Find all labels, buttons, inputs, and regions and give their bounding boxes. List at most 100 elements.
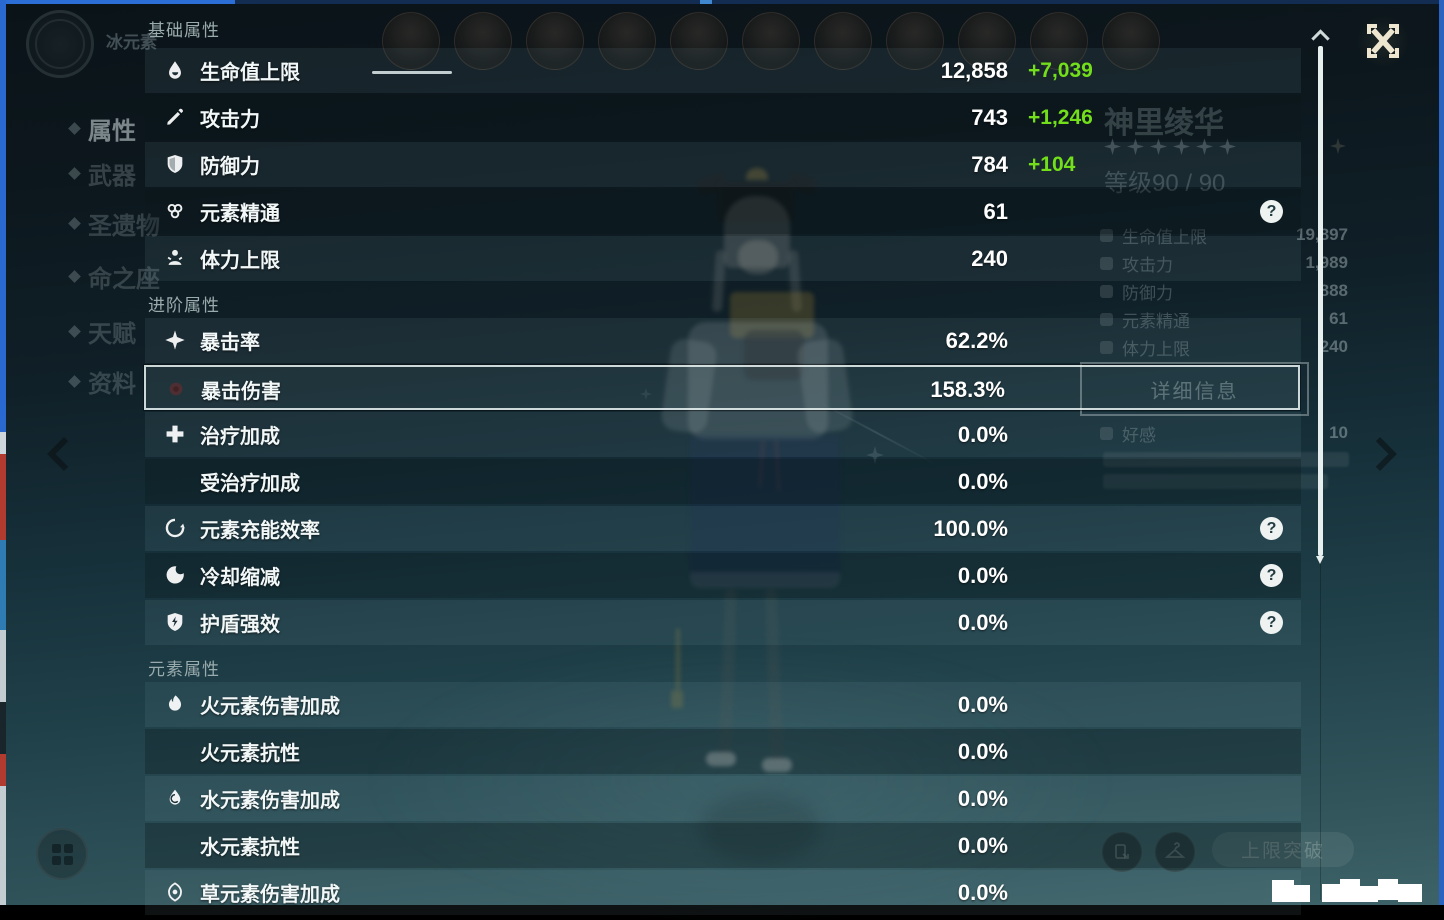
stat-row[interactable]: 冷却缩减 0.0%? bbox=[145, 553, 1301, 598]
figure-shoe-r bbox=[762, 758, 792, 772]
sidebar-item-4: 天赋 bbox=[68, 316, 136, 348]
stat-row[interactable]: 暴击率 62.2% bbox=[145, 318, 1301, 363]
stat-label: 火元素抗性 bbox=[200, 743, 300, 765]
stat-value: 743 bbox=[971, 104, 1008, 130]
stat-row[interactable]: 草元素伤害加成 0.0% bbox=[145, 870, 1301, 915]
stat-label: 元素充能效率 bbox=[200, 520, 320, 542]
stat-value: 0.0% bbox=[957, 879, 1008, 905]
figure-hang-tassel-tip bbox=[671, 690, 683, 708]
stat-value: 0.0% bbox=[957, 609, 1008, 635]
stat-bonus-value: +7,039 bbox=[1028, 58, 1093, 82]
help-icon[interactable]: ? bbox=[1260, 517, 1283, 540]
menu-grid-button bbox=[36, 828, 88, 880]
stat-label: 生命值上限 bbox=[200, 62, 300, 84]
diamond-bullet-icon bbox=[68, 374, 81, 388]
stat-label: 受治疗加成 bbox=[200, 473, 300, 495]
stat-row[interactable]: 暴击伤害 158.3% bbox=[144, 365, 1300, 410]
atk-sword-icon bbox=[164, 106, 186, 128]
element-label: 冰元素 bbox=[106, 33, 157, 52]
background-stat-label: 生命值上限 bbox=[1122, 227, 1207, 247]
stamina-icon bbox=[164, 247, 186, 269]
friendship-icon bbox=[1100, 426, 1113, 440]
stat-row[interactable]: 攻击力 743 +1,246 bbox=[145, 95, 1301, 140]
censor-block bbox=[1398, 884, 1422, 902]
figure-body bbox=[688, 322, 828, 440]
hydro-icon bbox=[164, 787, 186, 809]
scrollbar-thumb-tip bbox=[1316, 556, 1324, 564]
background-stat-value: 61 bbox=[1329, 309, 1348, 328]
hp-droplet-icon bbox=[164, 59, 186, 81]
sidebar-item-label: 命之座 bbox=[88, 265, 160, 293]
stat-row[interactable]: 元素充能效率 100.0%? bbox=[145, 506, 1301, 551]
figure-skirt-hem bbox=[690, 572, 840, 588]
diamond-bullet-icon bbox=[68, 216, 81, 230]
shield-strength-icon bbox=[164, 611, 186, 633]
character-avatar bbox=[670, 12, 728, 70]
stat-row[interactable]: 防御力 784 +104 bbox=[145, 142, 1301, 187]
attributes-overlay: 基础属性 生命值上限 12,858 +7,039 攻击力 743 +1,246 防御力 784 +… bbox=[144, 0, 1301, 915]
background-stat-label: 体力上限 bbox=[1122, 339, 1190, 359]
background-stat-row: 生命值上限19,897 bbox=[1100, 222, 1348, 248]
crit-dmg-icon bbox=[165, 378, 187, 400]
stat-bonus-value: +1,246 bbox=[1028, 105, 1093, 129]
stat-row[interactable]: 受治疗加成 0.0% bbox=[145, 459, 1301, 504]
stat-row[interactable]: 火元素伤害加成 0.0% bbox=[145, 682, 1301, 727]
stat-label: 暴击率 bbox=[200, 332, 260, 354]
stat-label: 防御力 bbox=[200, 156, 260, 178]
close-button[interactable] bbox=[1356, 15, 1410, 67]
stat-row[interactable]: 水元素伤害加成 0.0% bbox=[145, 776, 1301, 821]
figure-helmet-crest bbox=[746, 168, 768, 180]
window-edge-strip bbox=[0, 0, 235, 4]
character-name: 神里绫华 bbox=[1104, 107, 1224, 140]
prev-character-chevron-icon bbox=[47, 437, 81, 471]
sidebar-item-label: 天赋 bbox=[88, 320, 136, 348]
figure-hair bbox=[724, 196, 790, 268]
character-avatar bbox=[958, 12, 1016, 70]
scrollbar-thumb[interactable] bbox=[1318, 46, 1323, 556]
background-stat-row: 攻击力 1,989 bbox=[1100, 250, 1348, 276]
stat-row[interactable]: 护盾强效 0.0%? bbox=[145, 600, 1301, 645]
section-header: 元素属性 bbox=[148, 660, 220, 679]
stat-value: 62.2% bbox=[945, 327, 1008, 353]
figure-skirt bbox=[690, 436, 840, 586]
background-stat-value: 888 bbox=[1319, 281, 1348, 300]
character-avatar bbox=[814, 12, 872, 70]
censor-block bbox=[1340, 879, 1360, 902]
outfit-hanger-button bbox=[1155, 832, 1195, 872]
window-edge-strip bbox=[0, 0, 6, 432]
sidebar-item-0: 属性 bbox=[68, 113, 136, 145]
figure-reflection bbox=[700, 792, 820, 862]
character-level: 等级90 / 90 bbox=[1104, 170, 1226, 197]
diamond-bullet-icon bbox=[68, 269, 81, 283]
def-shield-icon bbox=[164, 153, 186, 175]
window-edge-strip bbox=[0, 754, 6, 786]
character-avatar bbox=[742, 12, 800, 70]
rarity-stars bbox=[1104, 138, 1236, 155]
scrollbar-up-arrow-icon[interactable] bbox=[1311, 29, 1330, 48]
dendro-icon bbox=[164, 881, 186, 903]
stat-row[interactable]: 火元素抗性 0.0% bbox=[145, 729, 1301, 774]
stat-value: 0.0% bbox=[957, 421, 1008, 447]
diamond-bullet-icon bbox=[68, 121, 81, 135]
stat-row[interactable]: 元素精通 61? bbox=[145, 189, 1301, 234]
character-avatar bbox=[526, 12, 584, 70]
section-header: 基础属性 bbox=[148, 21, 220, 40]
help-icon[interactable]: ? bbox=[1260, 564, 1283, 587]
details-button: 详细信息 bbox=[1080, 362, 1309, 416]
censor-block bbox=[1322, 884, 1340, 902]
stat-row[interactable]: 水元素抗性 0.0% bbox=[145, 823, 1301, 868]
stat-row[interactable]: 治疗加成 0.0% bbox=[145, 412, 1301, 457]
stat-bonus-value: +104 bbox=[1028, 152, 1076, 176]
stat-row[interactable]: 生命值上限 12,858 +7,039 bbox=[145, 48, 1301, 93]
stat-value: 0.0% bbox=[957, 832, 1008, 858]
help-icon[interactable]: ? bbox=[1260, 611, 1283, 634]
help-icon[interactable]: ? bbox=[1260, 200, 1283, 223]
elemental-mastery-icon bbox=[164, 200, 186, 222]
stat-value: 784 bbox=[971, 151, 1008, 177]
stat-row[interactable]: 体力上限 240 bbox=[145, 236, 1301, 281]
stat-label: 火元素伤害加成 bbox=[200, 696, 340, 718]
character-avatar bbox=[1030, 12, 1088, 70]
window-edge-strip bbox=[0, 454, 6, 540]
energy-recharge-icon bbox=[164, 517, 186, 539]
background-stat-row: 防御力 888 bbox=[1100, 278, 1348, 304]
